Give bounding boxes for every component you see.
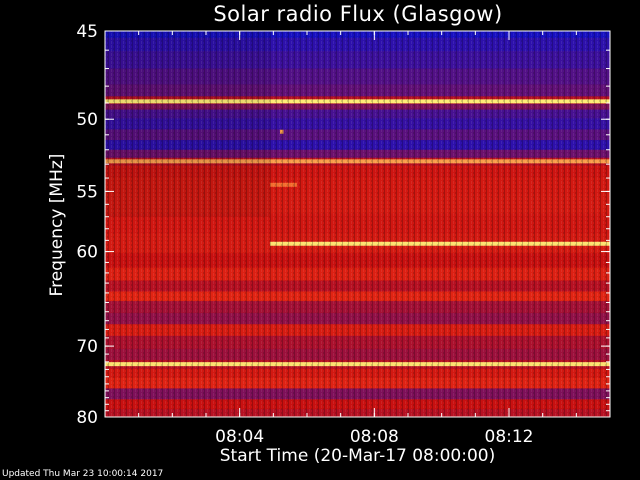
updated-timestamp: Updated Thu Mar 23 10:00:14 2017 bbox=[2, 469, 164, 479]
y-tick-label: 55 bbox=[76, 182, 98, 202]
x-tick-label: 08:08 bbox=[350, 427, 399, 447]
plot-border bbox=[104, 30, 611, 418]
chart-title: Solar radio Flux (Glasgow) bbox=[213, 2, 503, 26]
y-tick-label: 70 bbox=[76, 337, 98, 357]
y-tick-label: 45 bbox=[76, 22, 98, 42]
x-tick-label: 08:04 bbox=[215, 427, 264, 447]
x-axis-label: Start Time (20-Mar-17 08:00:00) bbox=[219, 446, 496, 466]
x-tick-label: 08:12 bbox=[485, 427, 534, 447]
y-axis: 45 50 55 60 70 80 bbox=[76, 22, 610, 428]
x-axis: 08:04 08:08 08:12 bbox=[138, 31, 577, 447]
noise-texture bbox=[105, 31, 610, 417]
y-axis-label: Frequency [MHz] bbox=[47, 153, 67, 297]
y-tick-label: 60 bbox=[76, 243, 98, 263]
y-tick-label: 50 bbox=[76, 110, 98, 130]
y-tick-label: 80 bbox=[76, 408, 98, 428]
